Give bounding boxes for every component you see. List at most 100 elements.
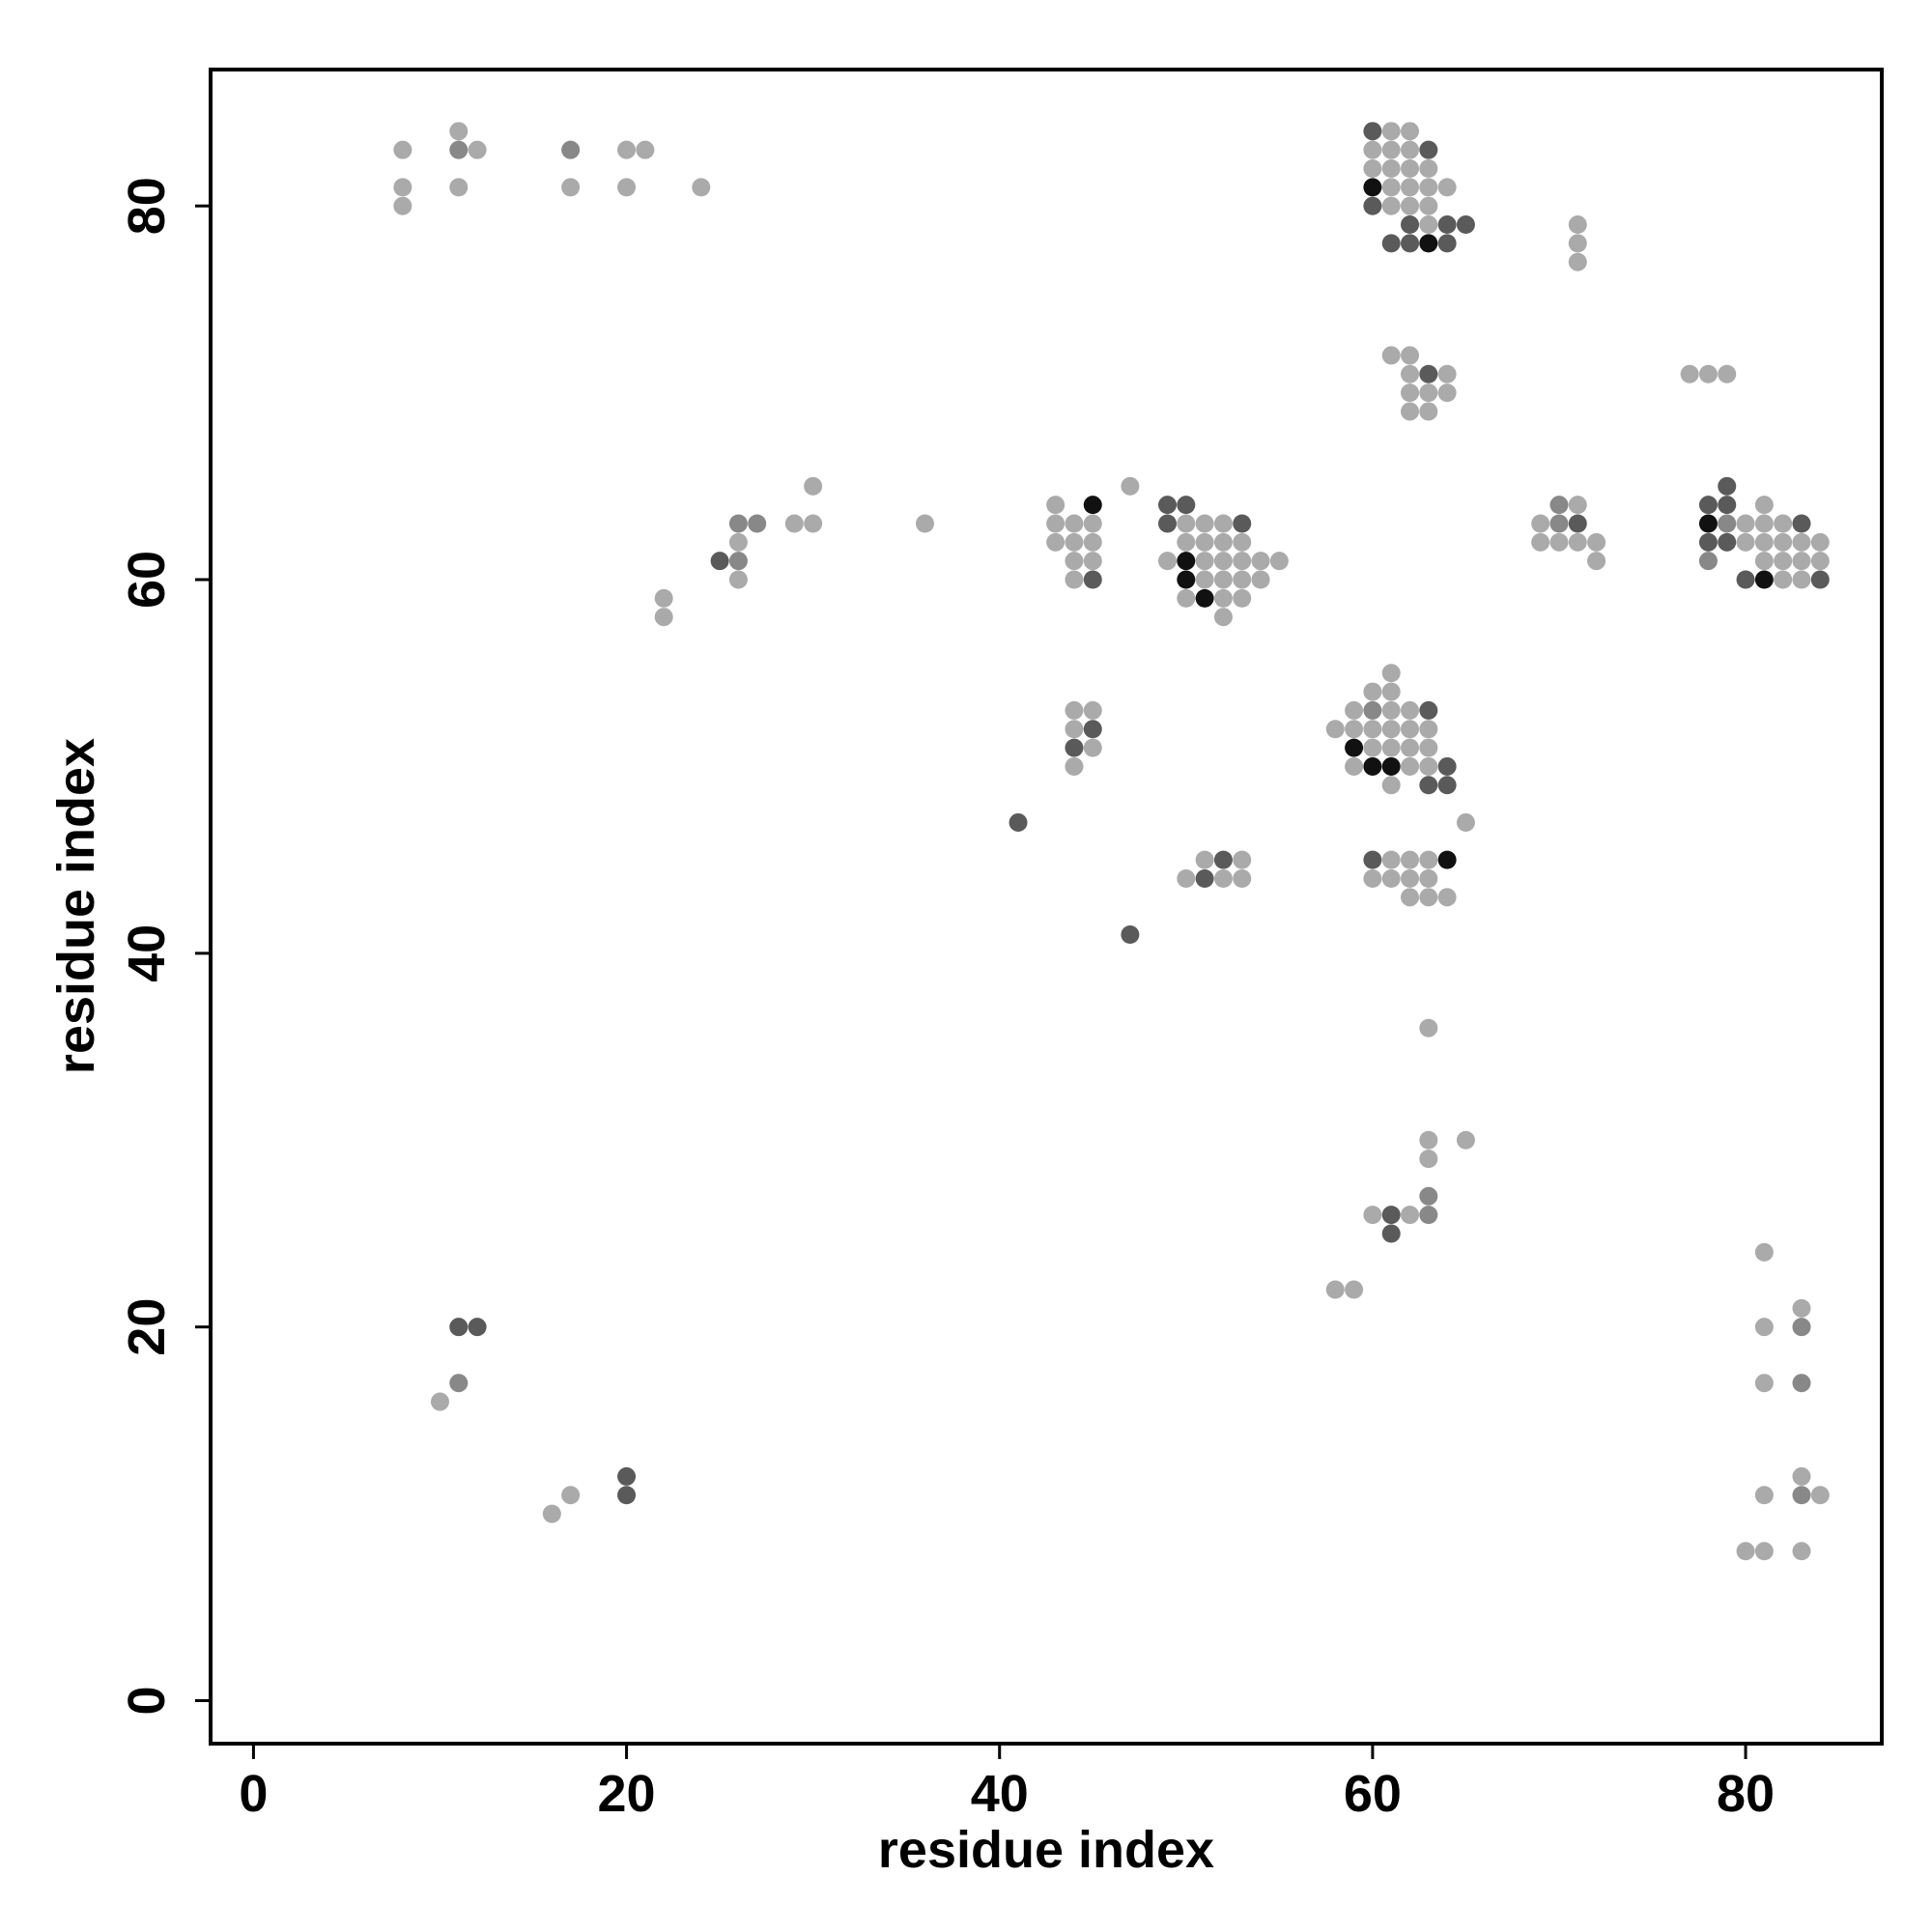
data-point-230 <box>468 1318 487 1337</box>
data-point-168 <box>1345 738 1364 757</box>
x-tick-label-2: 40 <box>971 1765 1029 1823</box>
data-point-183 <box>1009 812 1028 832</box>
data-point-38 <box>1401 234 1420 253</box>
data-point-133 <box>1774 532 1793 552</box>
x-tick-label-3: 60 <box>1344 1765 1402 1823</box>
data-point-136 <box>1698 552 1718 571</box>
data-point-196 <box>1363 868 1382 888</box>
data-point-194 <box>1419 850 1438 869</box>
data-point-150 <box>1083 720 1102 739</box>
data-point-227 <box>1754 1542 1774 1561</box>
data-point-138 <box>1774 552 1793 571</box>
data-point-116 <box>1549 532 1569 552</box>
data-point-146 <box>1754 496 1774 515</box>
data-point-124 <box>1718 514 1737 533</box>
data-point-23 <box>1419 159 1438 179</box>
data-point-59 <box>804 514 823 533</box>
data-point-164 <box>1363 720 1382 739</box>
data-point-87 <box>1213 514 1233 533</box>
data-point-234 <box>617 1486 637 1505</box>
data-point-216 <box>1754 1242 1774 1262</box>
data-point-61 <box>728 514 748 533</box>
data-point-84 <box>1158 514 1178 533</box>
data-point-12 <box>692 178 711 197</box>
data-point-14 <box>1381 122 1401 141</box>
data-point-167 <box>1419 720 1438 739</box>
data-point-179 <box>1381 776 1401 795</box>
data-point-223 <box>1754 1486 1774 1505</box>
data-point-31 <box>1401 196 1420 215</box>
data-point-98 <box>1251 552 1270 571</box>
data-point-149 <box>1065 720 1084 739</box>
x-tick-label-1: 20 <box>598 1765 656 1823</box>
data-point-7 <box>561 140 581 159</box>
y-tick-label-4: 80 <box>118 177 176 235</box>
data-point-51 <box>1437 384 1457 403</box>
data-point-39 <box>1419 234 1438 253</box>
data-point-140 <box>1810 552 1830 571</box>
data-point-208 <box>1419 1186 1438 1206</box>
y-axis-title: residue index <box>47 738 105 1074</box>
data-point-221 <box>1792 1374 1811 1393</box>
data-point-195 <box>1437 850 1457 869</box>
data-point-114 <box>1568 514 1587 533</box>
data-point-192 <box>1381 850 1401 869</box>
data-point-78 <box>1083 552 1102 571</box>
data-point-49 <box>1401 384 1420 403</box>
data-point-56 <box>1718 364 1737 384</box>
data-point-95 <box>1195 552 1214 571</box>
data-point-154 <box>1381 664 1401 683</box>
data-point-99 <box>1269 552 1289 571</box>
data-point-77 <box>1065 552 1084 571</box>
data-point-74 <box>1046 532 1065 552</box>
data-point-96 <box>1213 552 1233 571</box>
data-point-29 <box>1363 196 1382 215</box>
data-point-20 <box>1363 159 1382 179</box>
plot-frame <box>209 68 1884 1746</box>
y-tick-label-0: 0 <box>118 1686 176 1715</box>
data-point-113 <box>1549 514 1569 533</box>
data-point-215 <box>1345 1280 1364 1299</box>
data-point-104 <box>1251 570 1270 589</box>
data-point-224 <box>1792 1486 1811 1505</box>
data-point-27 <box>1419 178 1438 197</box>
data-point-219 <box>1792 1318 1811 1337</box>
data-point-188 <box>1195 868 1214 888</box>
data-point-211 <box>1401 1206 1420 1225</box>
data-point-28 <box>1437 178 1457 197</box>
data-points <box>393 122 1830 1561</box>
data-point-205 <box>1419 1130 1438 1150</box>
data-point-55 <box>1698 364 1718 384</box>
data-point-143 <box>1774 570 1793 589</box>
data-point-9 <box>617 140 637 159</box>
data-point-54 <box>1680 364 1699 384</box>
data-point-64 <box>710 552 729 571</box>
data-point-13 <box>1363 122 1382 141</box>
data-point-69 <box>1046 496 1065 515</box>
data-point-118 <box>1587 532 1606 552</box>
data-point-204 <box>1419 1018 1438 1037</box>
data-point-83 <box>1177 496 1196 515</box>
data-point-172 <box>1419 738 1438 757</box>
data-point-24 <box>1363 178 1382 197</box>
data-point-199 <box>1419 868 1438 888</box>
data-point-236 <box>542 1504 561 1523</box>
data-point-170 <box>1381 738 1401 757</box>
data-point-11 <box>617 178 637 197</box>
data-point-45 <box>1401 346 1420 365</box>
data-point-109 <box>1213 608 1233 627</box>
data-point-198 <box>1401 868 1420 888</box>
data-point-65 <box>728 552 748 571</box>
data-point-129 <box>1698 532 1718 552</box>
data-point-62 <box>748 514 767 533</box>
data-point-37 <box>1381 234 1401 253</box>
data-point-217 <box>1792 1298 1811 1318</box>
y-axis: 0 20 40 60 80 <box>118 177 211 1716</box>
data-point-1 <box>393 178 412 197</box>
data-point-6 <box>449 178 469 197</box>
data-point-68 <box>654 608 673 627</box>
data-point-235 <box>561 1486 581 1505</box>
data-point-226 <box>1736 1542 1755 1561</box>
data-point-75 <box>1065 532 1084 552</box>
data-point-73 <box>1083 514 1102 533</box>
